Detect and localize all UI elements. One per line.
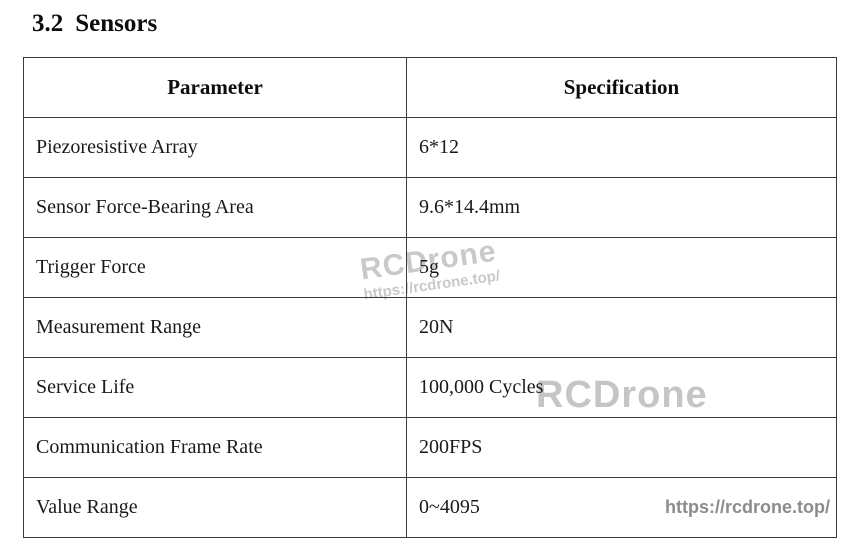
parameter-cell: Trigger Force — [23, 237, 407, 298]
table-row: Sensor Force-Bearing Area 9.6*14.4mm — [23, 177, 837, 238]
parameter-cell: Communication Frame Rate — [23, 417, 407, 478]
parameter-cell: Value Range — [23, 477, 407, 538]
column-header-parameter: Parameter — [23, 57, 407, 118]
specification-cell: 0~4095 — [406, 477, 837, 538]
parameter-cell: Piezoresistive Array — [23, 117, 407, 178]
column-header-specification: Specification — [406, 57, 837, 118]
header-row: Parameter Specification — [23, 57, 837, 118]
table-row: Piezoresistive Array 6*12 — [23, 117, 837, 178]
section-number: 3.2 — [32, 10, 64, 37]
table-row: Trigger Force 5g — [23, 237, 837, 298]
parameter-cell: Measurement Range — [23, 297, 407, 358]
table-row: Service Life 100,000 Cycles — [23, 357, 837, 418]
parameter-cell: Service Life — [23, 357, 407, 418]
section-heading: 3.2 Sensors — [32, 10, 157, 38]
parameter-cell: Sensor Force-Bearing Area — [23, 177, 407, 238]
specification-cell: 100,000 Cycles — [406, 357, 837, 418]
specification-cell: 20N — [406, 297, 837, 358]
specification-cell: 6*12 — [406, 117, 837, 178]
specification-cell: 200FPS — [406, 417, 837, 478]
table-row: Communication Frame Rate 200FPS — [23, 417, 837, 478]
specification-cell: 5g — [406, 237, 837, 298]
table-row: Value Range 0~4095 — [23, 477, 837, 538]
specification-cell: 9.6*14.4mm — [406, 177, 837, 238]
sensors-spec-table: Parameter Specification Piezoresistive A… — [23, 57, 837, 538]
section-title: Sensors — [75, 10, 158, 37]
table-row: Measurement Range 20N — [23, 297, 837, 358]
